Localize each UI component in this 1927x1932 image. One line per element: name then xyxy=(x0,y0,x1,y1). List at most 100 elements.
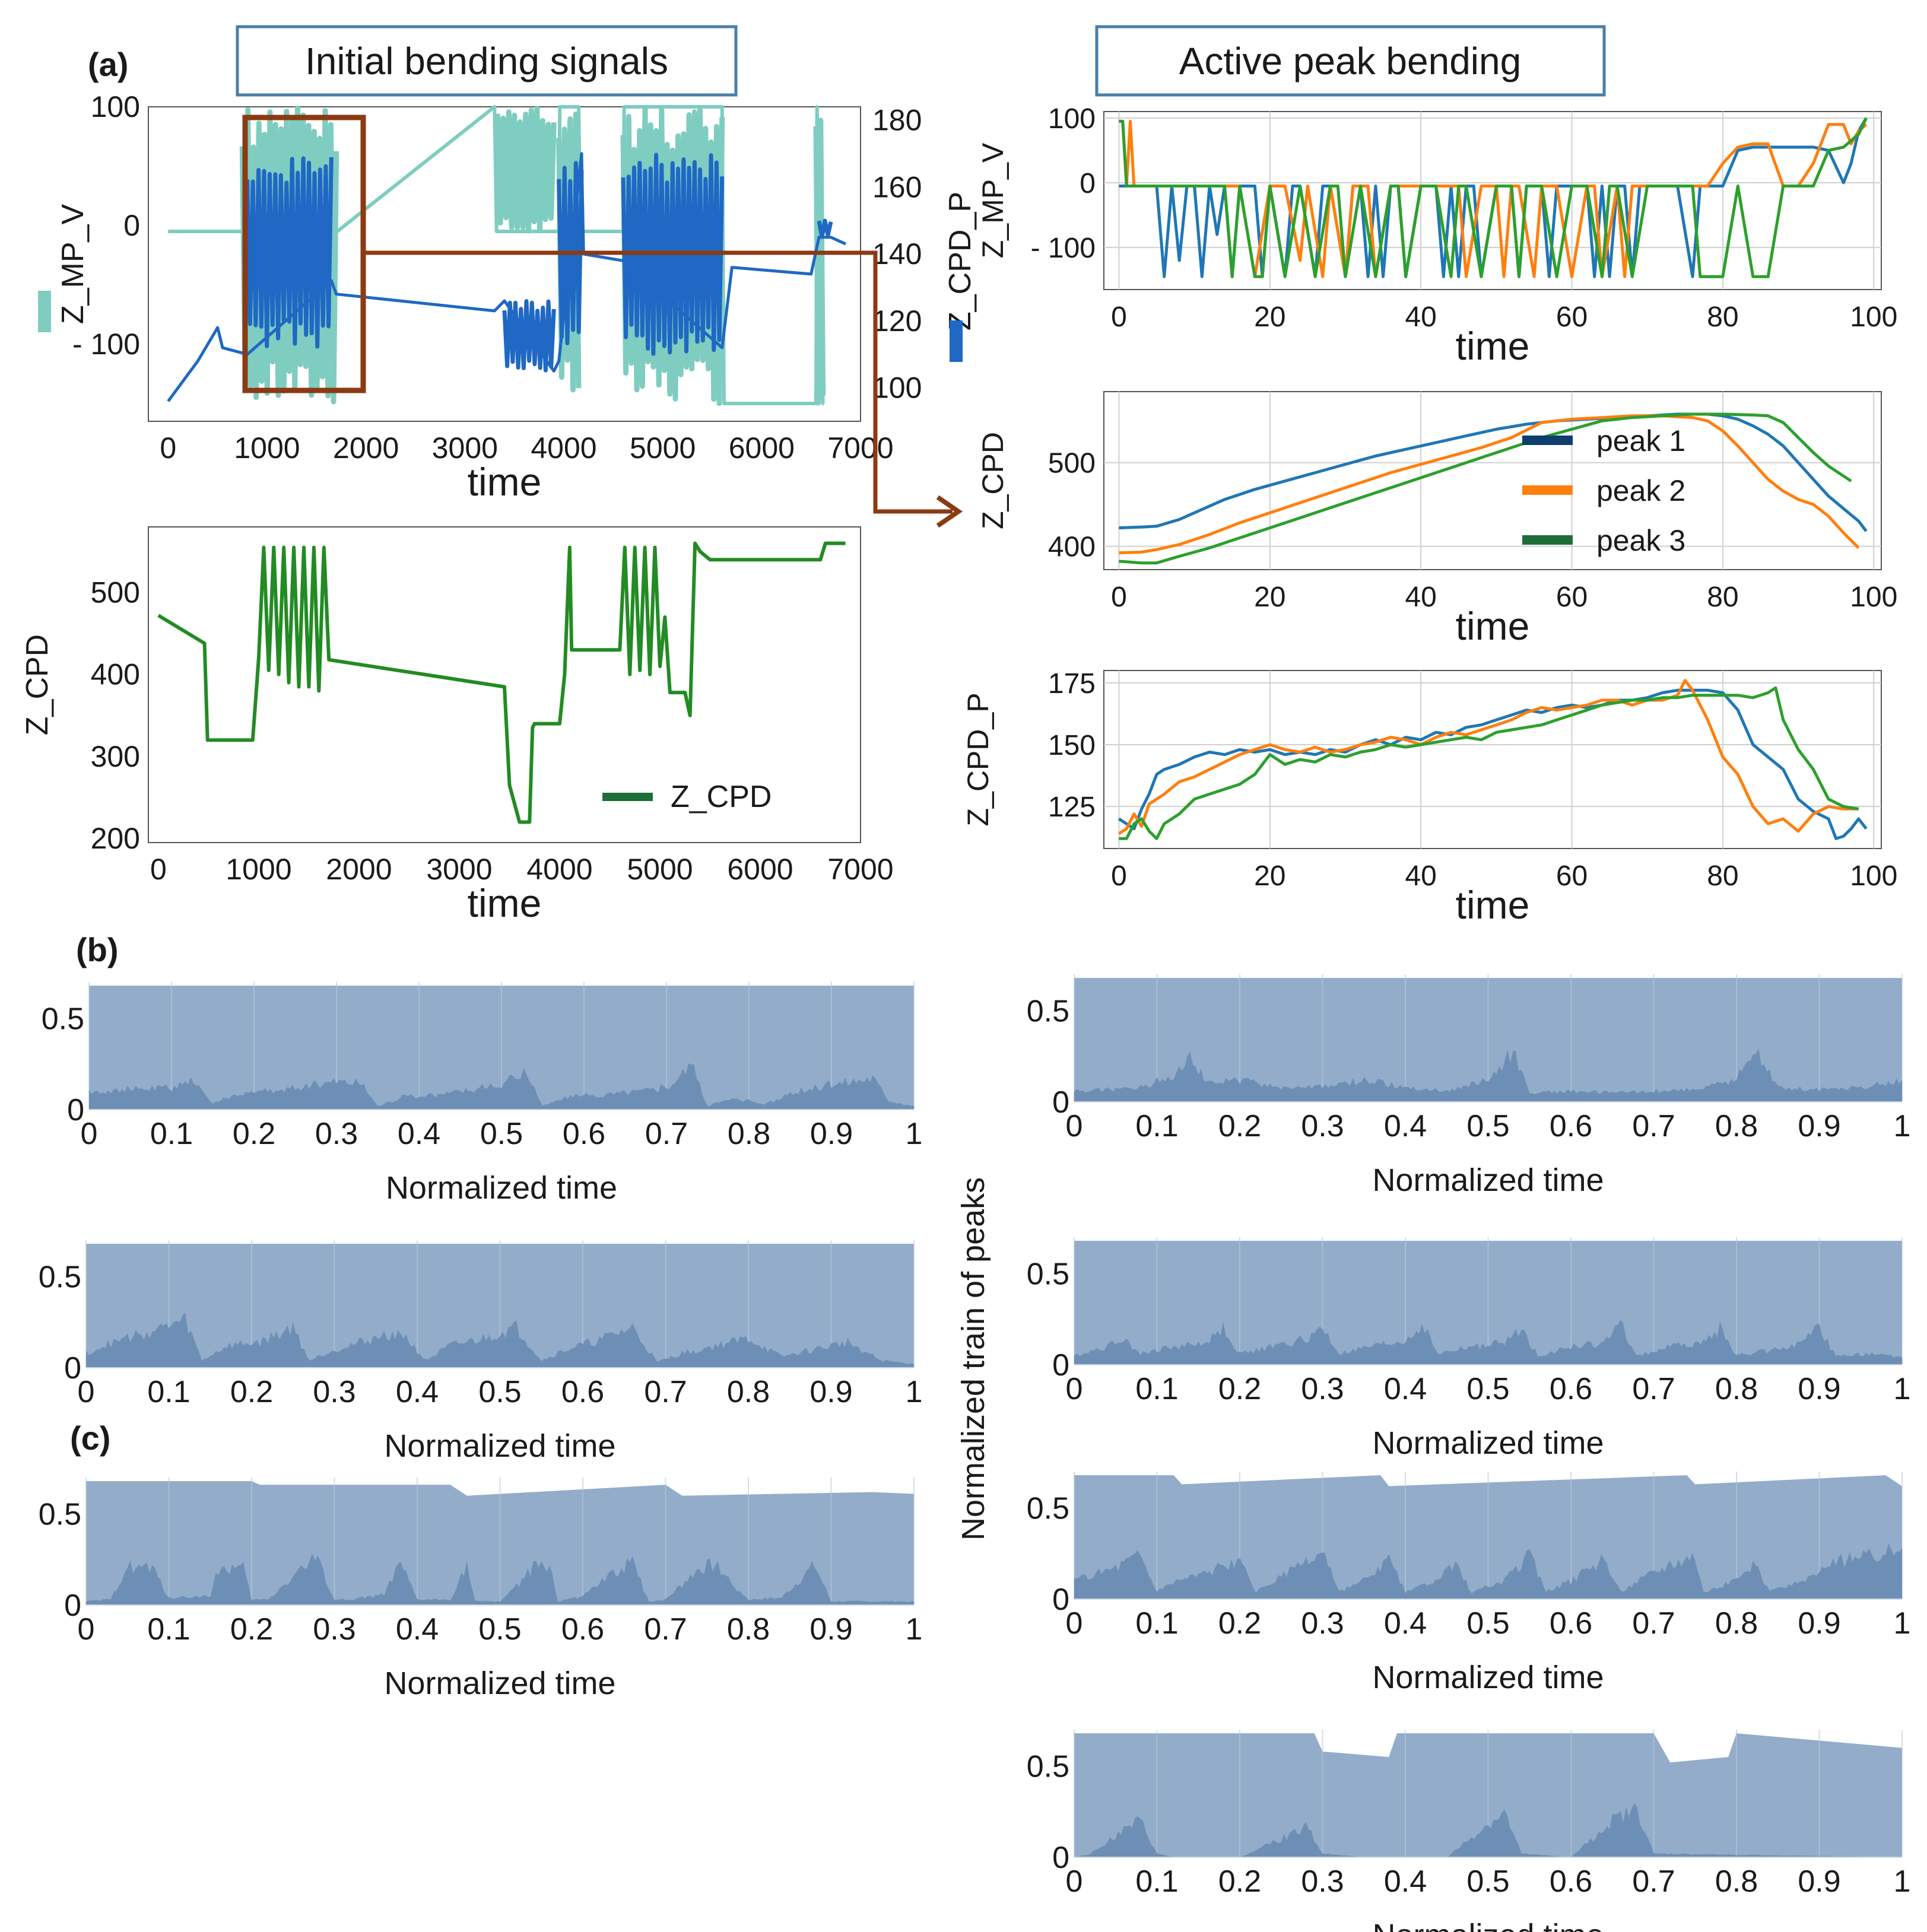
chart-a_bottom_left: 0 1000 2000 3000 4000 5000 6000 7000 500 400 300 20… xyxy=(20,526,894,925)
x-tick-label: 0.1 xyxy=(150,1117,193,1151)
y-tick-label: 400 xyxy=(91,658,140,691)
y-tick-label: 300 xyxy=(91,740,140,773)
series-peak-3 xyxy=(1119,117,1868,278)
series-z-cpd-p-burst xyxy=(817,218,833,239)
x-tick-label: 6000 xyxy=(727,853,793,886)
x-tick-label: 0.2 xyxy=(1218,1864,1261,1899)
y-tick-label: - 100 xyxy=(72,328,140,361)
series-z-mp-v-burst xyxy=(620,105,725,406)
x-tick-label: 1 xyxy=(1894,1372,1911,1406)
chart-c_right_1: 0 0.1 0.2 0.3 0.4 0.5 0.6 0.7 0.8 0.9 1 0.5 0 Normali… xyxy=(1027,1472,1911,1695)
x-tick-label: 5000 xyxy=(627,853,693,886)
zoom-arrowhead xyxy=(936,495,963,528)
y-axis-label: Z_MP_V xyxy=(56,204,90,325)
x-tick-label: 0.2 xyxy=(1218,1109,1261,1143)
y-axis-label: Z_CPD_P xyxy=(961,692,995,826)
x-tick-label: 0.1 xyxy=(1135,1372,1178,1406)
y-tick-label: 150 xyxy=(1048,730,1096,761)
x-tick-label: 0.3 xyxy=(1301,1109,1344,1143)
chart-b_left_1: 0 0.1 0.2 0.3 0.4 0.5 0.6 0.7 0.8 0.9 1 0.5 0 Normali… xyxy=(42,982,923,1206)
x-tick-label: 0.9 xyxy=(1798,1109,1840,1143)
y-right-tick-label: 180 xyxy=(872,104,922,137)
x-tick-label: 0.7 xyxy=(1632,1372,1675,1406)
x-tick-label: 1 xyxy=(1894,1864,1911,1899)
x-tick-label: 0 xyxy=(1066,1372,1083,1406)
active-box-title: Active peak bending xyxy=(1179,40,1521,82)
area-peaks xyxy=(1074,1543,1902,1599)
x-tick-label: 60 xyxy=(1556,860,1588,892)
x-tick-label: 7000 xyxy=(827,853,893,886)
x-tick-label: 0.8 xyxy=(728,1117,770,1151)
chart-b_right_1: 0 0.1 0.2 0.3 0.4 0.5 0.6 0.7 0.8 0.9 1 0.5 0 Normali… xyxy=(1027,974,1910,1198)
series-z-cpd-p xyxy=(167,152,847,402)
y-axis-label: Z_CPD xyxy=(20,634,55,735)
x-tick-label: 0.5 xyxy=(1466,1864,1509,1899)
x-tick-label: 0.7 xyxy=(644,1612,687,1647)
x-tick-label: 1 xyxy=(906,1117,923,1151)
x-tick-label: 0.8 xyxy=(727,1375,770,1409)
legend-label: peak 2 xyxy=(1596,474,1685,507)
x-tick-label: 5000 xyxy=(630,431,696,465)
x-tick-label: 0.7 xyxy=(644,1375,687,1409)
y-right-axis-label: Z_CPD_P xyxy=(943,192,977,331)
panel-label-b: (b) xyxy=(76,931,119,968)
plot-area xyxy=(1103,670,1882,849)
x-tick-label: 0.4 xyxy=(1384,1109,1427,1143)
x-tick-label: 3000 xyxy=(426,853,492,886)
x-tick-label: 0.9 xyxy=(1798,1372,1840,1406)
x-tick-label: 0.8 xyxy=(1715,1372,1758,1406)
x-tick-label: 2000 xyxy=(333,431,399,465)
x-tick-label: 0.7 xyxy=(1632,1606,1675,1641)
legend-swatch-mpv xyxy=(38,291,51,332)
y-tick-label: 200 xyxy=(91,822,140,855)
panel-label-c: (c) xyxy=(70,1419,110,1457)
x-axis-label: Normalized time xyxy=(1372,1425,1604,1461)
x-tick-label: 0 xyxy=(1111,860,1127,892)
y-right-tick-label: 120 xyxy=(872,304,922,338)
x-tick-label: 0.9 xyxy=(809,1375,852,1409)
y-tick-label: 500 xyxy=(91,576,140,609)
chart-b_right_2: 0 0.1 0.2 0.3 0.4 0.5 0.6 0.7 0.8 0.9 1 0.5 0 Normali… xyxy=(1027,1237,1911,1461)
area-peaks xyxy=(86,1553,914,1605)
series-z-cpd-p-burst xyxy=(502,299,556,373)
x-tick-label: 0.9 xyxy=(1798,1864,1840,1899)
x-tick-label: 0.9 xyxy=(810,1117,853,1151)
chart-c_right_2: 0 0.1 0.2 0.3 0.4 0.5 0.6 0.7 0.8 0.9 1 0.5 0 Normali… xyxy=(1027,1730,1911,1932)
x-axis-label: Normalized time xyxy=(1372,1660,1604,1695)
y-axis-label: Z_CPD xyxy=(976,432,1009,529)
x-tick-label: 0.3 xyxy=(1301,1606,1344,1641)
x-tick-label: 0.6 xyxy=(561,1612,604,1647)
area-peaks xyxy=(86,1313,914,1368)
x-tick-label: 80 xyxy=(1707,860,1738,892)
y-tick-label: 175 xyxy=(1048,668,1096,700)
x-tick-label: 0.7 xyxy=(1632,1864,1675,1899)
shared-ylabel: Normalized train of peaks xyxy=(955,1177,991,1540)
y-axis-label: Z_MP_V xyxy=(976,142,1009,258)
y-right-tick-label: 100 xyxy=(872,371,922,405)
x-tick-label: 0.6 xyxy=(1550,1109,1592,1143)
legend-swatch-cpdp xyxy=(950,320,963,362)
x-tick-label: 0 xyxy=(150,853,167,886)
y-tick-label: 0.5 xyxy=(1027,994,1069,1028)
x-tick-label: 1 xyxy=(1894,1606,1911,1641)
x-tick-label: 0.8 xyxy=(1715,1606,1758,1641)
x-tick-label: 0.9 xyxy=(809,1612,852,1647)
x-axis-label: time xyxy=(468,460,542,504)
x-tick-label: 0 xyxy=(1111,301,1127,333)
y-tick-label: 0.5 xyxy=(39,1497,81,1531)
y-tick-label: 0 xyxy=(67,1093,84,1127)
x-axis-label: time xyxy=(1456,324,1530,368)
x-tick-label: 0 xyxy=(81,1117,98,1151)
y-tick-label: 0 xyxy=(64,1351,81,1386)
x-tick-label: 2000 xyxy=(326,853,392,886)
x-tick-label: 0.5 xyxy=(478,1612,521,1647)
x-tick-label: 0.4 xyxy=(396,1612,439,1647)
x-tick-label: 60 xyxy=(1556,301,1588,333)
area-peaks xyxy=(89,1063,914,1110)
chart-a_right_1: 0 20 40 60 80 100 100 0 - 100 time Z_MP_V xyxy=(976,103,1897,368)
y-right-tick-label: 140 xyxy=(872,237,922,271)
x-tick-label: 40 xyxy=(1405,301,1436,333)
y-tick-label: 0 xyxy=(1080,168,1096,199)
